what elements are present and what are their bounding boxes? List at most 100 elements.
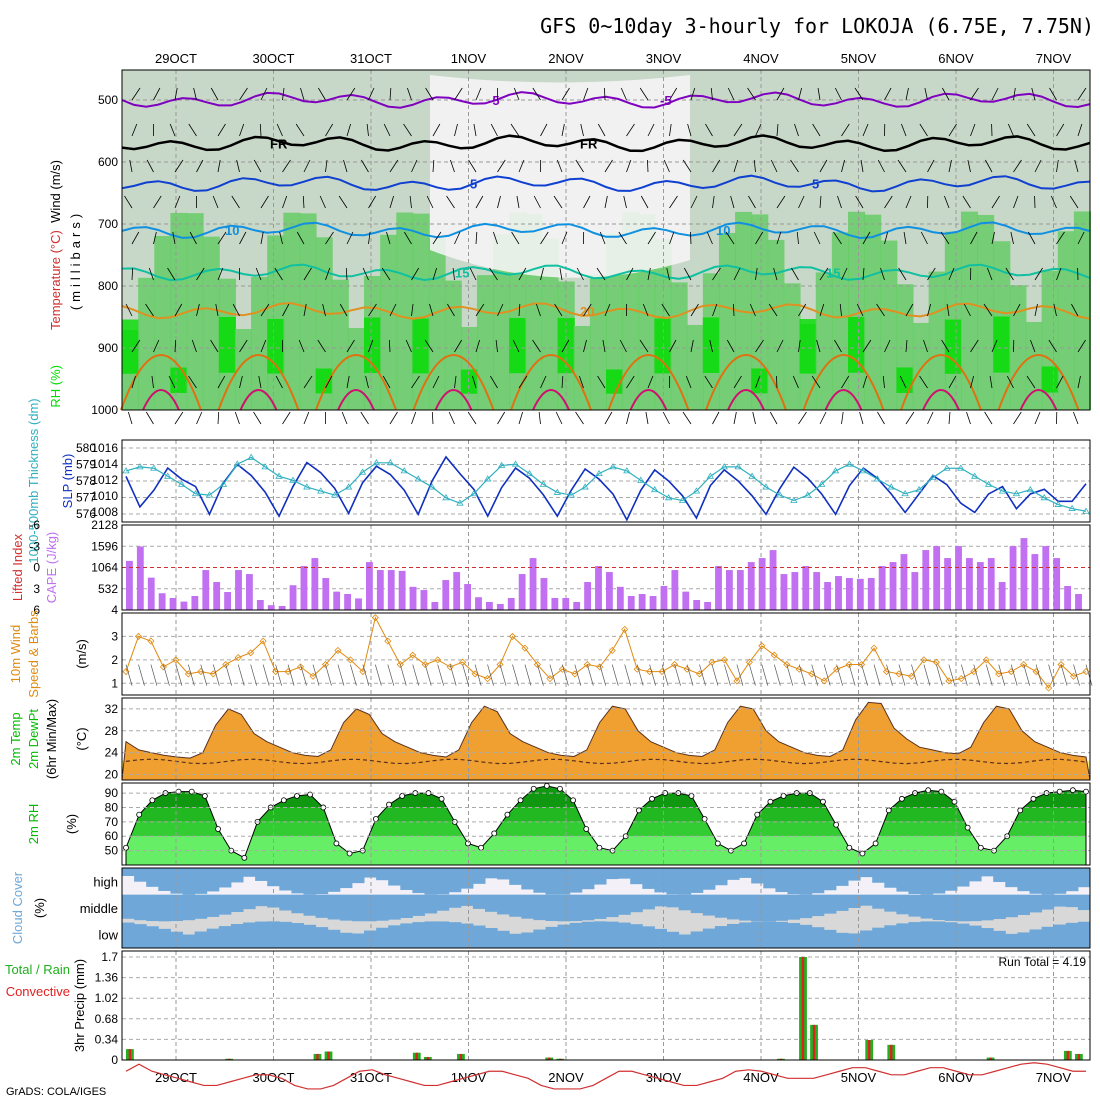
wind-barb (574, 664, 582, 686)
temp-tick: 24 (105, 746, 119, 760)
wind-barb (346, 87, 356, 101)
cloud-high-bar (835, 868, 849, 886)
wind-barb (604, 195, 608, 209)
hot-contour (922, 389, 960, 411)
wind-barb (927, 159, 935, 173)
rh-marker (543, 782, 550, 789)
precip-convective-bar (779, 1058, 783, 1060)
cape-bar (1075, 594, 1082, 610)
wind-barb (970, 231, 978, 245)
wind-barb (860, 159, 864, 173)
thickness-marker (845, 460, 854, 467)
rh-marker (925, 787, 932, 794)
wind-barb (755, 339, 764, 353)
wind-barb (586, 664, 594, 686)
thickness-marker (330, 491, 339, 498)
wind-barb (927, 267, 936, 281)
thickness-marker (915, 485, 923, 493)
cape-bar (758, 558, 766, 610)
rh-marker (767, 798, 774, 805)
wind-barb (497, 303, 504, 317)
thickness-marker (790, 496, 798, 503)
thickness-marker (859, 467, 868, 474)
wind-barb (360, 411, 369, 425)
wind-speed-marker (1069, 672, 1078, 680)
rh-band (154, 236, 172, 410)
wind-barb (303, 375, 313, 389)
cape-bar (235, 570, 242, 610)
precip-convective-bar (426, 1056, 429, 1060)
y-tick-label: 700 (98, 217, 118, 231)
wind-barb (540, 231, 549, 245)
wind-barb (473, 123, 477, 137)
wind-speed-marker (571, 670, 579, 678)
wind-barb (513, 87, 520, 101)
cape-bar (147, 577, 155, 610)
cloud-high-bar (182, 868, 196, 895)
contour-label: 5 (470, 177, 477, 192)
cloud-high-bar (158, 868, 171, 891)
rh-band (186, 213, 204, 410)
wind-barb (704, 375, 713, 389)
cape-bar (246, 574, 253, 610)
wind-barb (724, 664, 731, 686)
wind-barb (319, 195, 326, 209)
thickness-marker (344, 483, 353, 490)
rh-marker (478, 844, 484, 851)
thickness-marker (567, 491, 575, 498)
wind-barb (877, 159, 885, 173)
cloud-low-bar (642, 926, 655, 948)
wind-barb (575, 411, 584, 425)
temp-tick: 20 (105, 768, 119, 782)
cloud-mid-bar (376, 894, 389, 921)
wind-barb (553, 195, 563, 209)
wind-speed-marker (833, 665, 841, 673)
wind-barb (776, 87, 785, 101)
cloud-high-bar (714, 868, 728, 886)
cape-bar (387, 570, 395, 610)
wind-speed-marker (384, 637, 392, 645)
wind-barb (300, 664, 307, 686)
wind-barb (599, 231, 606, 245)
rh-band (848, 211, 866, 410)
wind-barb (854, 87, 864, 101)
wind-barb (583, 303, 592, 317)
wind-barb (196, 303, 200, 317)
rh-marker (977, 844, 984, 851)
wind-barb (686, 664, 694, 686)
contour-label: FR (580, 136, 598, 151)
wind-barb (973, 664, 981, 686)
date-label-top: 5NOV (841, 51, 877, 66)
cloud-high-bar (1005, 868, 1018, 888)
cloud-mid-bar (1017, 894, 1030, 915)
wind-barb (474, 664, 482, 686)
precip-convective-bar (327, 1051, 330, 1060)
wind-barb (403, 123, 412, 137)
cape-bar (420, 590, 428, 610)
wind-speed-marker (396, 660, 404, 669)
cape-bar (606, 572, 613, 610)
contour-label: -5 (488, 93, 500, 108)
cape-bar (595, 566, 602, 610)
rh-band-high (1041, 366, 1059, 393)
wind-barb (942, 87, 950, 101)
precip-convective-bar (228, 1058, 231, 1060)
rh-marker (386, 801, 392, 808)
wind-barb (495, 339, 498, 353)
cloud-high-bar (751, 868, 764, 884)
thickness-marker (428, 483, 436, 490)
wind-barb (736, 664, 744, 686)
cape-bar (824, 582, 832, 610)
wind-barb (948, 375, 957, 389)
wind-barb (312, 664, 320, 686)
contour-label: FR (270, 136, 288, 151)
rh-band (476, 275, 495, 410)
cloud-mid-bar (170, 894, 183, 922)
thickness-marker (887, 483, 895, 490)
wind-barb (193, 87, 197, 101)
wind-barb (687, 123, 692, 137)
date-label-bottom: 31OCT (350, 1070, 392, 1085)
wind-speed-marker (521, 644, 529, 652)
cloud-low-bar (593, 921, 607, 948)
